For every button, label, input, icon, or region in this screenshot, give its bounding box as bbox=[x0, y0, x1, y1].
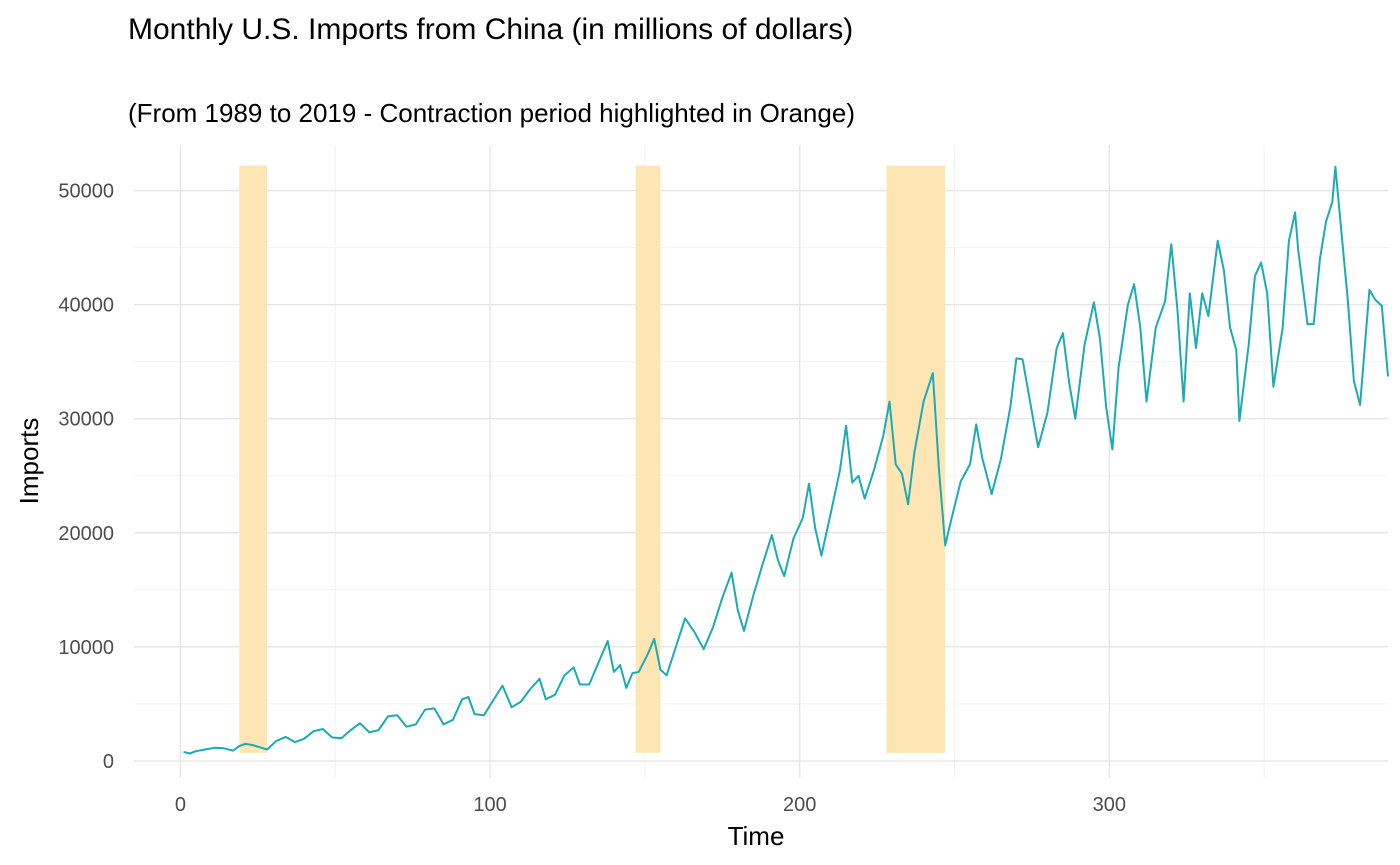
y-tick-label: 20000 bbox=[58, 523, 114, 545]
y-axis-title: Imports bbox=[14, 418, 44, 505]
imports-series-line bbox=[183, 165, 1389, 755]
y-tick-label: 40000 bbox=[58, 295, 114, 317]
y-tick-label: 0 bbox=[103, 751, 114, 773]
x-tick-label: 100 bbox=[473, 794, 506, 816]
contraction-highlights bbox=[239, 165, 946, 753]
y-tick-label: 30000 bbox=[58, 409, 114, 431]
contraction-band bbox=[239, 165, 268, 753]
tick-labels: 0 100 200 300 0 10000 20000 30000 40000 50000 bbox=[58, 181, 1126, 816]
contraction-band bbox=[886, 165, 946, 753]
grid-lines bbox=[134, 145, 1388, 778]
chart-title: Monthly U.S. Imports from China (in mill… bbox=[128, 13, 854, 46]
x-tick-label: 200 bbox=[783, 794, 816, 816]
y-tick-label: 10000 bbox=[58, 637, 114, 659]
y-tick-label: 50000 bbox=[58, 181, 114, 203]
x-axis-title: Time bbox=[728, 821, 785, 851]
x-tick-label: 300 bbox=[1093, 794, 1126, 816]
contraction-band bbox=[635, 165, 661, 753]
x-tick-label: 0 bbox=[175, 794, 186, 816]
series-layer bbox=[183, 165, 1389, 755]
chart-subtitle: (From 1989 to 2019 - Contraction period … bbox=[128, 98, 855, 128]
